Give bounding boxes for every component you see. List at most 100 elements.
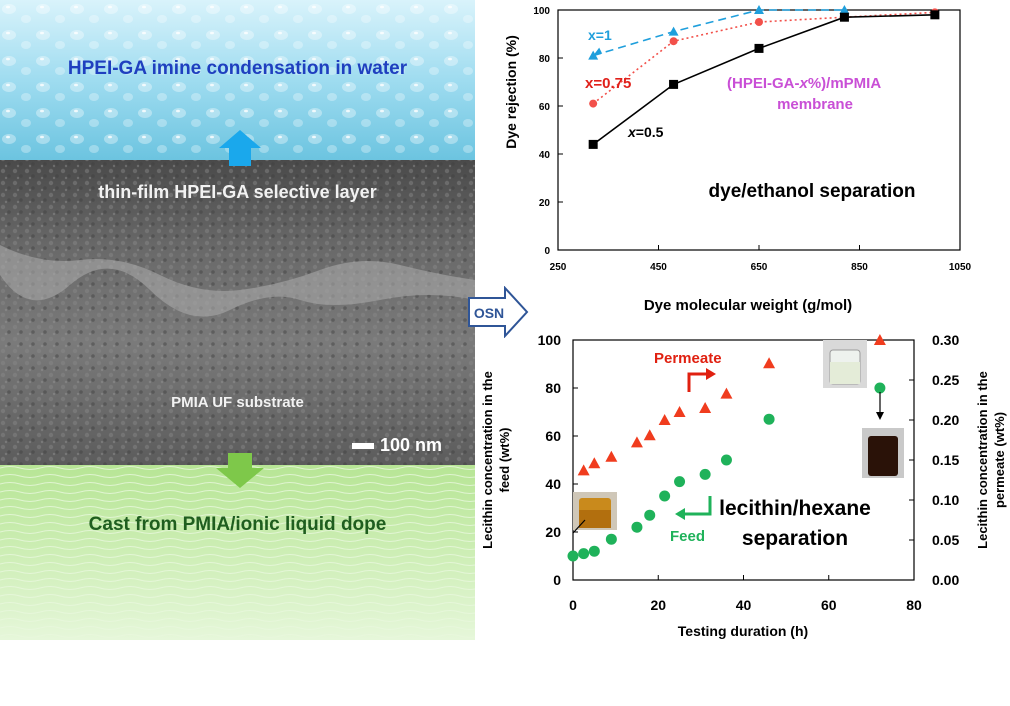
chart2-ytick-left-label: 20 <box>545 524 561 540</box>
chart2-ylabel-left-line2: feed (wt%) <box>497 428 512 493</box>
chart1-series-line-2 <box>592 14 935 146</box>
chart2-ytick-left-label: 60 <box>545 428 561 444</box>
scale-bar-label: 100 nm <box>380 435 443 455</box>
chart1-point-s1-4 <box>930 8 939 17</box>
chart1-ytick-label: 40 <box>539 150 551 161</box>
chart1-ytick-label: 0 <box>544 246 550 257</box>
membrane-suffix: %)/mPMIA <box>808 75 882 92</box>
chart2-ytick-left-label: 80 <box>545 380 561 396</box>
chart1-xtick-label: 1050 <box>949 262 972 273</box>
chart2-point-permeate-5 <box>658 414 671 425</box>
membrane-prefix: (HPEI-GA- <box>727 75 800 92</box>
chart2-xlabel: Testing duration (h) <box>678 623 808 639</box>
label-x05-italic: x <box>627 124 637 140</box>
chart2-ytick-right-label: 0.05 <box>932 532 959 548</box>
chart2-point-feed-8 <box>699 468 711 480</box>
bottom-label: Cast from PMIA/ionic liquid dope <box>88 514 387 535</box>
chart1-ytick-label: 20 <box>539 198 551 209</box>
down-arrow-icon <box>216 453 264 488</box>
feed-dark-vial-photo <box>862 428 904 478</box>
label-x075: x=0.75 <box>585 75 631 92</box>
chart2-point-permeate-2 <box>605 450 618 462</box>
chart1-point-s2-3 <box>839 12 849 22</box>
chart2-ytick-left-label: 40 <box>545 476 561 492</box>
chart1-ytick-label: 60 <box>539 102 551 113</box>
chart2-title-line2: separation <box>742 527 848 550</box>
permeate-vial-photo <box>823 340 867 388</box>
permeate-arrowhead-icon <box>706 368 716 380</box>
chart2-xtick-label: 40 <box>736 597 752 613</box>
chart2-point-permeate-9 <box>763 357 776 369</box>
chart2-plot-frame <box>572 339 915 581</box>
chart2-ytick-left-label: 100 <box>538 332 562 348</box>
chart1-x1-arrow-icon <box>593 47 603 56</box>
chart2-point-feed-9 <box>720 454 732 466</box>
chart2-point-feed-4 <box>631 521 643 533</box>
chart2-point-feed-11 <box>874 382 886 394</box>
chart2-ylabel-right-line2: permeate (wt%) <box>992 412 1007 508</box>
chart2-point-feed-7 <box>674 476 686 488</box>
chart1-point-s2-2 <box>754 43 764 53</box>
chart1-xtick-label: 450 <box>650 262 667 273</box>
vial-arrowhead-icon <box>876 412 884 420</box>
top-label: HPEI-GA imine condensation in water <box>67 58 408 79</box>
chart1-point-s0-3 <box>839 5 850 14</box>
chart2-point-permeate-4 <box>643 429 656 441</box>
chart2-ylabel-right-line1: Lecithin concentration in the <box>975 371 990 549</box>
chart2-ytick-right-label: 0.15 <box>932 452 959 468</box>
chart1-point-s1-0 <box>589 99 598 108</box>
chart1-point-s0-2 <box>754 5 764 14</box>
up-arrow-icon <box>219 130 261 166</box>
chart2-point-permeate-0 <box>577 464 590 476</box>
chart1-series-line-0 <box>592 9 845 57</box>
chart1-point-s2-0 <box>588 139 598 149</box>
chart1-point-s2-1 <box>669 79 679 89</box>
chart1-point-s2-4 <box>930 10 940 20</box>
chart2-point-feed-5 <box>644 509 656 521</box>
chart1-point-s1-2 <box>755 18 763 26</box>
chart2-ytick-right-label: 0.00 <box>932 572 959 588</box>
chart2-ylabel-left-line1: Lecithin concentration in the <box>480 371 495 549</box>
membrane-label-line2: membrane <box>777 96 853 113</box>
chart2-point-feed-1 <box>578 548 590 560</box>
chart1-xtick-label: 650 <box>751 262 768 273</box>
chart2-title-line1: lecithin/hexane <box>719 497 871 520</box>
feed-label: Feed <box>670 528 705 545</box>
feed-amber-vial-photo <box>573 492 617 530</box>
chart1-plot-frame <box>557 9 961 251</box>
chart2-ytick-right-label: 0.20 <box>932 412 959 428</box>
membrane-label-line1: (HPEI-GA-x%)/mPMIA <box>727 75 881 92</box>
chart1-series-line-1 <box>592 11 935 105</box>
osn-label: OSN <box>474 305 504 321</box>
chart2-ytick-left-label: 0 <box>553 572 561 588</box>
membrane-italic: x <box>799 75 809 92</box>
feed-arrowhead-icon <box>675 508 685 520</box>
chart2-point-permeate-7 <box>699 402 712 413</box>
chart1-xtick-label: 850 <box>851 262 868 273</box>
label-x1: x=1 <box>588 27 612 43</box>
osn-arrow-icon <box>468 286 529 338</box>
chart2-point-feed-3 <box>605 533 617 545</box>
chart1-point-s0-1 <box>668 26 679 36</box>
chart2-ytick-right-label: 0.30 <box>932 332 959 348</box>
chart1-ytick-label: 80 <box>539 54 551 65</box>
chart2-point-feed-6 <box>659 490 671 502</box>
permeate-arrow-icon <box>687 372 708 392</box>
chart2-point-permeate-6 <box>673 406 686 417</box>
chart2-xtick-label: 80 <box>906 597 922 613</box>
chart1-ytick-label: 100 <box>533 6 550 17</box>
chart1-xtick-label: 250 <box>550 262 567 273</box>
chart1-point-s0-0 <box>588 50 599 60</box>
membrane-schematic-art <box>0 0 475 640</box>
chart1-panel-title: dye/ethanol separation <box>709 181 916 202</box>
chart2-point-permeate-1 <box>588 457 601 469</box>
chart1-ylabel: Dye rejection (%) <box>503 35 519 149</box>
membrane-schematic: HPEI-GA imine condensation in water thin… <box>0 0 475 640</box>
chart2-point-feed-2 <box>588 545 600 557</box>
label-x05: x=0.5 <box>627 124 664 140</box>
label-x05-rest: =0.5 <box>636 124 664 140</box>
chart2-point-feed-10 <box>763 413 775 425</box>
chart2-ytick-right-label: 0.25 <box>932 372 959 388</box>
chart1-xlabel: Dye molecular weight (g/mol) <box>644 297 852 314</box>
chart1-point-s1-3 <box>840 13 849 22</box>
